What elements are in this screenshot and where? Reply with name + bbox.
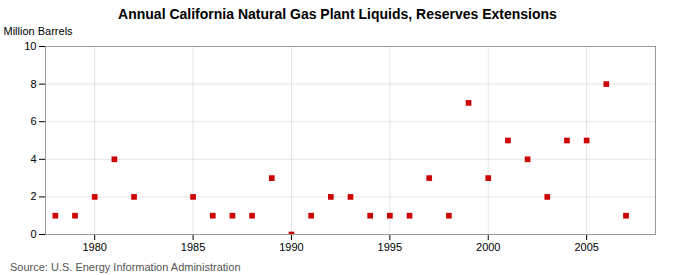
svg-text:0: 0 [30,228,36,240]
svg-text:Million Barrels: Million Barrels [4,25,74,37]
svg-text:1985: 1985 [181,241,205,253]
svg-text:1995: 1995 [378,241,402,253]
svg-text:4: 4 [30,153,36,165]
svg-text:10: 10 [24,40,36,52]
svg-text:2: 2 [30,190,36,202]
html-text:Annual California Natural Gas: Annual California Natural Gas Plant Liqu… [118,6,557,22]
svg-text:1990: 1990 [279,241,303,253]
svg-text:2005: 2005 [574,241,598,253]
svg-text:1980: 1980 [82,241,106,253]
svg-text:2000: 2000 [476,241,500,253]
svg-text:6: 6 [30,115,36,127]
svg-text:8: 8 [30,78,36,90]
html-text:Source: U.S. Energy Informatio: Source: U.S. Energy Information Administ… [10,261,241,273]
